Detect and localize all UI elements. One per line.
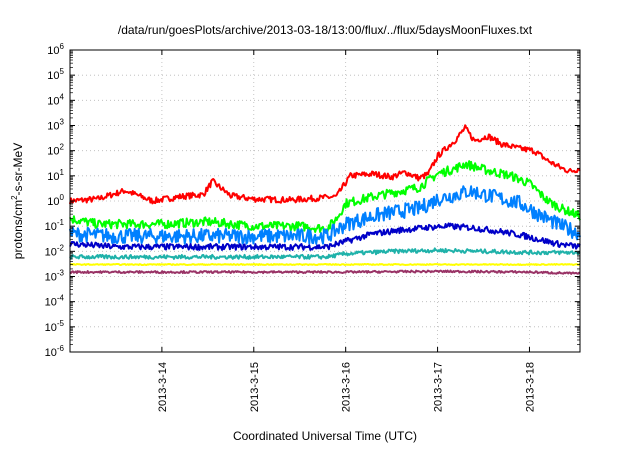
y-tick-label: 10-5 <box>45 319 65 334</box>
series-line-0 <box>69 124 581 205</box>
series-line-2 <box>69 185 581 245</box>
y-axis-label-prefix: protons/cm <box>11 200 25 259</box>
y-tick-label: 10-4 <box>45 294 65 309</box>
series-line-6 <box>69 269 581 275</box>
series-line-1 <box>69 160 581 234</box>
y-axis-label: protons/cm2-s-sr-MeV <box>10 143 25 259</box>
y-tick-label: 101 <box>47 168 64 183</box>
y-tick-label: 103 <box>47 118 64 133</box>
y-tick-label: 10-1 <box>45 218 65 233</box>
x-tick-label: 2013-3-16 <box>341 362 353 412</box>
chart-title: /data/run/goesPlots/archive/2013-03-18/1… <box>118 23 533 37</box>
y-tick-label: 10-2 <box>45 243 65 258</box>
grid-layer <box>70 49 580 353</box>
x-tick-label: 2013-3-17 <box>433 362 445 412</box>
y-axis-ticks: 106 105 104 103 102 101 100 10-1 10-2 10-3 10-4 10-… <box>45 42 580 359</box>
y-tick-label: 104 <box>47 92 64 107</box>
series-line-4 <box>69 247 581 260</box>
y-tick-label: 105 <box>47 67 64 82</box>
x-tick-label: 2013-3-14 <box>157 362 169 412</box>
y-axis-label-suffix: -s-sr-MeV <box>11 143 25 196</box>
x-axis-ticks: 2013-3-14 2013-3-15 2013-3-16 2013-3-17 2013… <box>157 50 536 412</box>
y-axis-label-sup: 2 <box>10 195 19 200</box>
y-tick-label: 102 <box>47 143 64 158</box>
y-tick-label: 10-6 <box>45 344 65 359</box>
y-tick-label: 10-3 <box>45 269 65 284</box>
x-tick-label: 2013-3-18 <box>524 362 536 412</box>
y-tick-label: 106 <box>47 42 64 57</box>
series-line-3 <box>69 222 581 251</box>
x-axis-label: Coordinated Universal Time (UTC) <box>233 429 417 443</box>
y-tick-label: 100 <box>47 193 64 208</box>
series-layer <box>69 124 581 275</box>
series-line-5 <box>69 263 581 266</box>
x-tick-label: 2013-3-15 <box>249 362 261 412</box>
